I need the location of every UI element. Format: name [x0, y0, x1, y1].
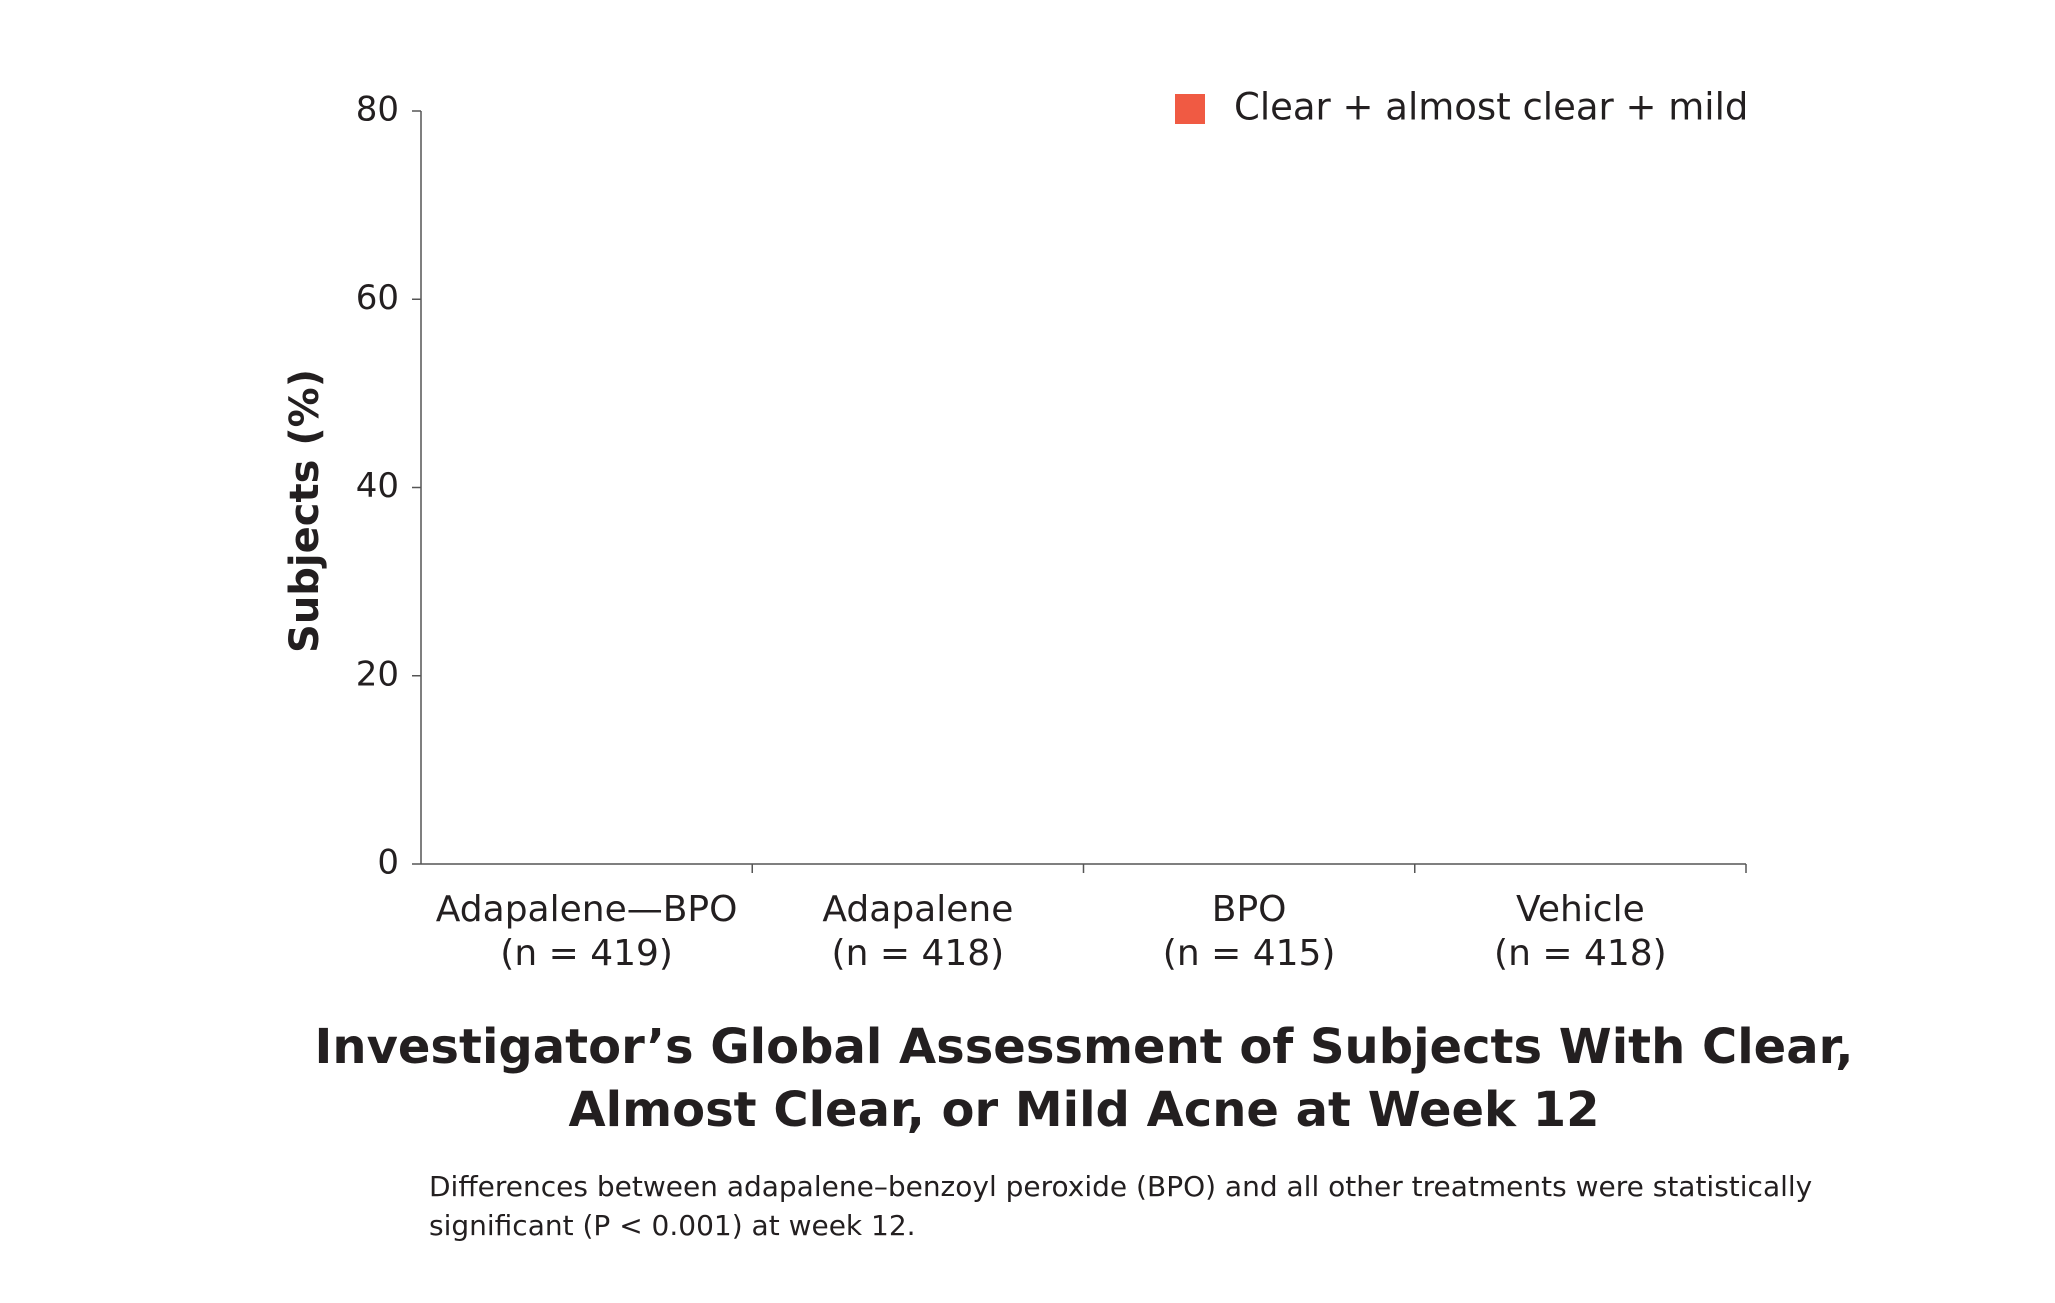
legend-swatch: [1175, 94, 1205, 124]
x-tick-label: (n = 418): [1494, 933, 1667, 974]
x-tick-label: Adapalene: [822, 889, 1013, 930]
footnote: Differences between adapalene–benzoyl pe…: [429, 1170, 1812, 1203]
x-tick-label: Vehicle: [1516, 889, 1645, 930]
y-tick-label: 20: [356, 654, 399, 694]
y-tick-label: 40: [356, 466, 399, 506]
x-tick-label: BPO: [1212, 889, 1287, 930]
legend-label: Clear + almost clear + mild: [1234, 86, 1748, 129]
x-tick-label: (n = 419): [500, 933, 673, 974]
y-axis-label: Subjects (%): [282, 369, 328, 653]
footnote: significant (P < 0.001) at week 12.: [429, 1209, 916, 1242]
x-tick-label: (n = 418): [832, 933, 1005, 974]
chart-title: Investigator’s Global Assessment of Subj…: [315, 1019, 1854, 1075]
y-tick-label: 60: [356, 278, 399, 318]
chart-title: Almost Clear, or Mild Acne at Week 12: [569, 1082, 1600, 1138]
x-tick-label: Adapalene—BPO: [436, 889, 738, 930]
y-tick-label: 80: [356, 90, 399, 130]
x-tick-label: (n = 415): [1163, 933, 1336, 974]
y-tick-label: 0: [377, 843, 399, 883]
